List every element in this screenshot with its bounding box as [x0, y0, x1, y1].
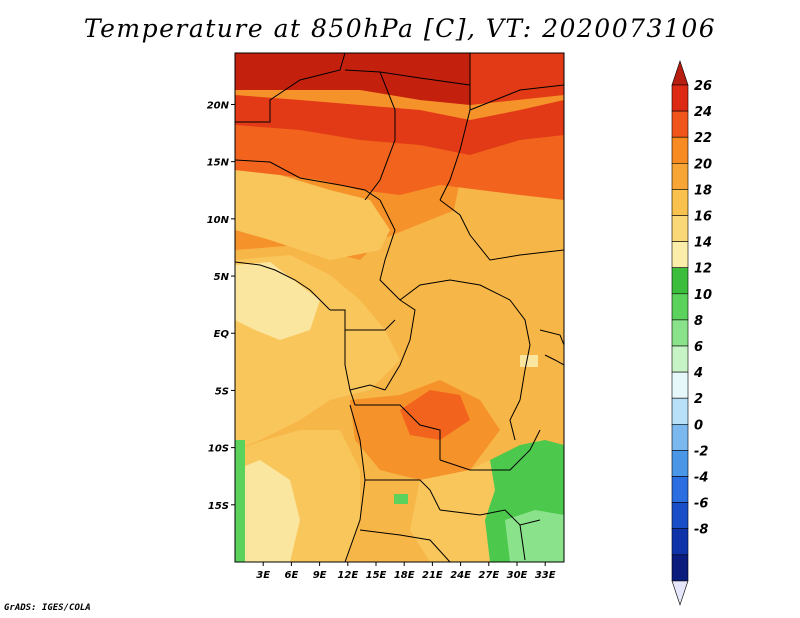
colorbar-swatch: [671, 371, 689, 399]
colorbar-swatch: [671, 397, 689, 425]
colorbar-label: 18: [694, 183, 712, 198]
lon-tick-label: 24E: [450, 570, 471, 581]
colorbar-label: 10: [694, 288, 712, 303]
lon-tick-label: 12E: [337, 570, 358, 581]
colorbar-label: 26: [694, 79, 712, 94]
colorbar-swatch: [671, 267, 689, 295]
zone-southern-highlands-light: [505, 510, 564, 562]
colorbar-swatch: [671, 528, 689, 556]
lat-tick-label: 20N: [207, 100, 230, 111]
colorbar-label: 14: [694, 236, 712, 251]
colorbar-label: 20: [694, 157, 712, 172]
zone-sahel-band: [235, 95, 564, 155]
lon-tick-label: 6E: [285, 570, 299, 581]
country-borders: [235, 53, 564, 562]
colorbar-label: 6: [694, 340, 703, 355]
grads-credit: GrADS: IGES/COLA: [4, 603, 91, 613]
colorbar-swatch: [671, 241, 689, 269]
latitude-axis: 20N 15N 10N 5N EQ 5S 10S 15S: [207, 100, 235, 512]
zone-east-hot-strip: [470, 53, 564, 105]
zone-sahel-north: [235, 120, 564, 200]
longitude-axis: 3E 6E 9E 12E 15E 18E 21E 24E 27E 30E 33E: [256, 562, 556, 581]
colorbar-swatch: [671, 554, 689, 582]
colorbar-label: 8: [694, 314, 703, 329]
colorbar-swatch: [671, 84, 689, 112]
lat-tick-label: 15S: [208, 501, 229, 512]
lon-tick-label: 3E: [256, 570, 270, 581]
lat-tick-label: 10S: [208, 444, 229, 455]
lon-tick-label: 18E: [394, 570, 415, 581]
lon-tick-label: 21E: [422, 570, 443, 581]
colorbar-label: 0: [694, 418, 703, 433]
colorbar-swatch: [671, 136, 689, 164]
zone-namibia-pale: [235, 460, 300, 562]
lat-tick-label: 15N: [207, 158, 230, 169]
colorbar-label: -6: [694, 497, 708, 512]
colorbar-label: -2: [694, 444, 708, 459]
map-frame: [234, 52, 565, 563]
colorbar-swatch: [671, 423, 689, 451]
lat-tick-label: 5S: [215, 386, 229, 397]
lat-tick-label: EQ: [214, 329, 230, 340]
colorbar-label: 4: [693, 366, 703, 381]
colorbar-swatch: [671, 476, 689, 503]
colorbar-swatch: [671, 215, 689, 242]
colorbar-swatch: [671, 319, 689, 347]
lon-tick-label: 30E: [507, 570, 528, 581]
colorbar-swatch: [671, 502, 689, 530]
colorbar-label: 2: [694, 392, 703, 407]
lat-tick-label: 10N: [207, 215, 230, 226]
colorbar-label: 22: [694, 131, 712, 146]
zone-namibia-green-spot: [394, 494, 408, 504]
colorbar-label: 16: [694, 210, 712, 225]
lat-tick-label: 5N: [214, 272, 230, 283]
colorbar-label: 12: [694, 262, 712, 277]
colorbar-label: -4: [694, 471, 708, 486]
colorbar-label: -8: [694, 523, 708, 538]
chart-title: Temperature at 850hPa [C], VT: 202007310…: [83, 14, 717, 43]
zone-sahel-south-west: [235, 170, 390, 260]
colorbar-label: 24: [694, 105, 712, 120]
colorbar-swatch: [671, 450, 689, 477]
colorbar-swatch: [671, 345, 689, 373]
zone-angola-hot: [400, 390, 470, 440]
lon-tick-label: 15E: [366, 570, 387, 581]
zone-gulf-of-guinea: [235, 262, 320, 340]
colorbar-swatch: [671, 189, 689, 216]
lon-tick-label: 27E: [478, 570, 499, 581]
lon-tick-label: 9E: [313, 570, 327, 581]
colorbar-bottom-arrow: [671, 580, 689, 606]
lon-tick-label: 33E: [535, 570, 556, 581]
colorbar-swatch: [671, 293, 689, 321]
zone-west-coast-green: [235, 440, 245, 562]
colorbar-swatch: [671, 110, 689, 138]
colorbar-top-arrow: [671, 60, 689, 86]
zone-east-warm: [450, 175, 564, 300]
zone-lake-victoria: [520, 355, 538, 367]
colorbar-swatch: [671, 163, 689, 190]
